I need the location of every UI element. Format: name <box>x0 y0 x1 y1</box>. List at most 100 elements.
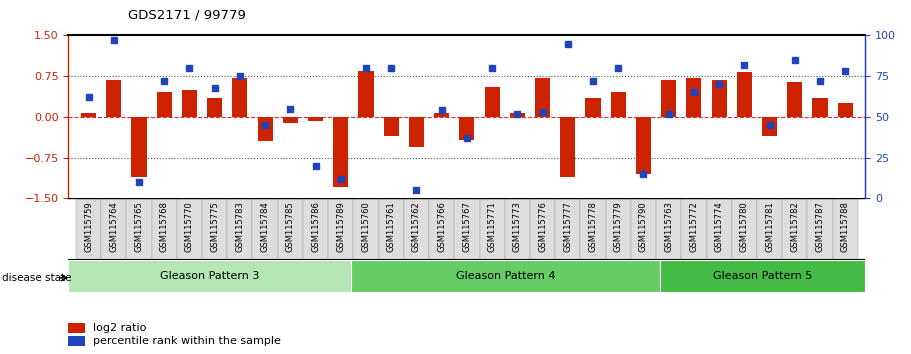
Bar <box>757 198 783 260</box>
Point <box>81 95 96 100</box>
Bar <box>258 117 272 141</box>
Point <box>258 122 272 128</box>
Point <box>510 111 525 116</box>
Bar <box>127 198 151 260</box>
Point <box>208 85 222 90</box>
Bar <box>333 117 348 187</box>
Point <box>435 108 449 113</box>
Text: GSM115788: GSM115788 <box>841 201 850 252</box>
Bar <box>107 80 121 117</box>
Bar <box>68 336 85 347</box>
Bar <box>555 198 580 260</box>
Bar <box>535 78 550 117</box>
Point <box>636 171 650 177</box>
Text: GSM115785: GSM115785 <box>286 201 295 252</box>
Bar <box>737 72 752 117</box>
Bar <box>459 117 475 139</box>
Text: Gleason Pattern 4: Gleason Pattern 4 <box>456 271 555 281</box>
Text: GSM115784: GSM115784 <box>261 201 270 252</box>
Bar <box>404 198 429 260</box>
Bar <box>681 198 707 260</box>
Point <box>157 78 171 84</box>
Bar <box>479 198 505 260</box>
Bar <box>101 198 127 260</box>
Point <box>560 41 575 46</box>
Text: GSM115759: GSM115759 <box>84 201 93 252</box>
Bar <box>560 117 576 177</box>
Bar <box>202 198 227 260</box>
Point <box>308 163 322 169</box>
Text: GSM115789: GSM115789 <box>336 201 345 252</box>
Bar <box>435 113 449 117</box>
Text: GSM115767: GSM115767 <box>463 201 471 252</box>
Point <box>711 81 726 87</box>
Point <box>132 179 147 185</box>
Bar <box>606 198 630 260</box>
Bar <box>303 198 328 260</box>
Bar <box>787 81 803 117</box>
Text: GSM115781: GSM115781 <box>765 201 774 252</box>
Bar <box>278 198 303 260</box>
Bar <box>308 117 323 121</box>
Bar <box>762 117 777 136</box>
Point <box>283 106 298 112</box>
Text: GSM115775: GSM115775 <box>210 201 220 252</box>
Text: GSM115761: GSM115761 <box>386 201 395 252</box>
Bar <box>686 78 701 117</box>
Text: Gleason Pattern 3: Gleason Pattern 3 <box>160 271 260 281</box>
Text: GSM115777: GSM115777 <box>563 201 572 252</box>
Bar <box>660 260 865 292</box>
Bar <box>711 80 727 117</box>
Text: GDS2171 / 99779: GDS2171 / 99779 <box>128 9 245 22</box>
Bar <box>455 198 479 260</box>
Bar <box>661 80 676 117</box>
Text: percentile rank within the sample: percentile rank within the sample <box>93 336 281 346</box>
Text: log2 ratio: log2 ratio <box>93 323 147 333</box>
Bar <box>807 198 833 260</box>
Bar <box>384 117 399 136</box>
Bar <box>76 198 101 260</box>
Text: GSM115782: GSM115782 <box>791 201 799 252</box>
Point <box>661 111 676 116</box>
Bar <box>833 198 858 260</box>
Point <box>838 68 853 74</box>
Bar <box>510 113 525 117</box>
Point <box>536 109 550 115</box>
Text: GSM115778: GSM115778 <box>589 201 598 252</box>
Text: GSM115774: GSM115774 <box>714 201 723 252</box>
Bar <box>68 260 351 292</box>
Text: GSM115765: GSM115765 <box>135 201 143 252</box>
Bar <box>68 322 85 333</box>
Text: GSM115772: GSM115772 <box>690 201 699 252</box>
Text: GSM115766: GSM115766 <box>437 201 446 252</box>
Bar <box>838 103 853 117</box>
Bar <box>358 71 374 117</box>
Text: GSM115779: GSM115779 <box>614 201 623 252</box>
Bar <box>429 198 455 260</box>
Point <box>182 65 197 71</box>
Bar <box>81 113 96 117</box>
Bar <box>409 117 424 147</box>
Point <box>813 78 827 84</box>
Bar <box>328 198 353 260</box>
Point <box>763 122 777 128</box>
Bar <box>580 198 606 260</box>
Point <box>459 135 474 141</box>
Bar <box>379 198 404 260</box>
Text: Gleason Pattern 5: Gleason Pattern 5 <box>713 271 813 281</box>
Bar <box>177 198 202 260</box>
Bar <box>151 198 177 260</box>
Text: GSM115776: GSM115776 <box>538 201 548 252</box>
Bar <box>813 98 827 117</box>
Text: GSM115771: GSM115771 <box>487 201 496 252</box>
Bar <box>182 90 197 117</box>
Bar <box>131 117 147 177</box>
Bar <box>157 92 172 117</box>
Bar <box>783 198 807 260</box>
Bar <box>485 87 499 117</box>
Point <box>787 57 802 63</box>
Bar <box>207 98 222 117</box>
Bar <box>586 98 600 117</box>
Point <box>107 38 121 43</box>
Bar <box>282 117 298 123</box>
